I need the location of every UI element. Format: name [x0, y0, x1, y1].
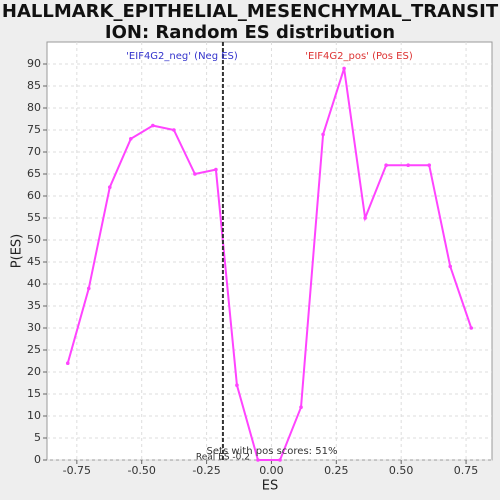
y-tick-label: 5	[34, 431, 41, 444]
data-point	[256, 458, 260, 462]
x-tick-label: 0.25	[324, 464, 349, 477]
y-tick-label: 10	[27, 409, 41, 422]
y-tick-label: 85	[27, 79, 41, 92]
y-tick-label: 45	[27, 255, 41, 268]
chart-title: ION: Random ES distribution	[105, 22, 395, 43]
data-point	[321, 132, 325, 137]
y-tick-label: 15	[27, 387, 41, 400]
y-tick-label: 60	[27, 189, 41, 202]
x-tick-label: 0.00	[259, 464, 284, 477]
y-tick-label: 30	[27, 321, 41, 334]
data-point	[469, 326, 474, 330]
data-point	[363, 216, 367, 220]
data-point	[129, 137, 133, 141]
data-line	[66, 68, 473, 461]
data-point	[278, 458, 282, 462]
data-point	[342, 66, 346, 71]
data-point	[384, 163, 388, 167]
x-axis-label: ES	[262, 479, 278, 494]
y-tick-label: 90	[27, 57, 41, 70]
data-point	[172, 128, 176, 132]
data-point	[107, 185, 112, 189]
data-point	[406, 163, 410, 167]
y-tick-label: 25	[27, 343, 41, 356]
data-point	[214, 167, 218, 172]
y-tick-label: 65	[27, 167, 41, 180]
y-tick-label: 80	[27, 101, 41, 114]
y-tick-label: 40	[27, 277, 41, 290]
data-point	[299, 405, 303, 410]
y-tick-label: 20	[27, 365, 41, 378]
x-tick-label: 0.75	[454, 464, 479, 477]
data-point	[448, 264, 453, 269]
plot-area	[46, 41, 493, 461]
data-point	[235, 383, 239, 388]
data-point	[86, 286, 91, 291]
neg-label: 'EIF4G2_neg' (Neg ES)	[126, 51, 238, 62]
pos-label: 'EIF4G2_pos' (Pos ES)	[305, 51, 413, 62]
y-tick-label: 0	[34, 453, 41, 466]
chart-title: HALLMARK_EPITHELIAL_MESENCHYMAL_TRANSIT	[2, 1, 499, 22]
real-es-label: Real ES -0.2	[196, 453, 250, 463]
y-tick-label: 55	[27, 211, 41, 224]
y-tick-label: 35	[27, 299, 41, 312]
data-point	[427, 163, 432, 167]
footnote: Sets with pos scores: 51%	[207, 446, 338, 457]
x-tick-label: -0.25	[192, 464, 220, 477]
y-tick-label: 75	[27, 123, 41, 136]
x-tick-label: 0.50	[389, 464, 414, 477]
x-tick-label: -0.75	[63, 464, 91, 477]
x-tick-label: -0.50	[127, 464, 155, 477]
y-tick-label: 50	[27, 233, 41, 246]
y-tick-label: 70	[27, 145, 41, 158]
data-point	[65, 361, 70, 366]
y-axis-label: P(ES)	[10, 234, 25, 268]
data-point	[193, 172, 197, 176]
data-point	[151, 123, 155, 128]
